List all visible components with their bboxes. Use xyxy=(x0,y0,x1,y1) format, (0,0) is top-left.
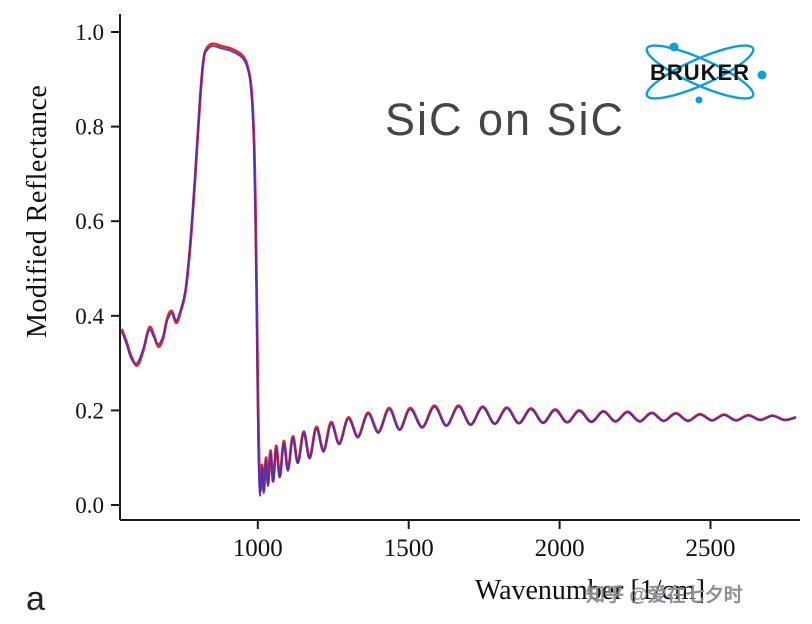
orbit-dot xyxy=(695,96,703,104)
bruker-logo-text: BRUKER xyxy=(649,60,751,85)
chart-title: SiC on SiC xyxy=(384,94,626,145)
bruker-logo: BRUKER xyxy=(622,30,778,110)
x-tick-label: 2000 xyxy=(535,535,585,562)
x-tick-label: 2500 xyxy=(685,535,735,562)
y-tick-label: 0.8 xyxy=(75,115,104,140)
orbit-dot xyxy=(757,70,767,80)
y-tick-label: 0.6 xyxy=(75,209,104,234)
y-tick-label: 0.2 xyxy=(75,398,104,423)
y-tick-label: 0.0 xyxy=(75,493,104,518)
x-tick-label: 1500 xyxy=(384,535,434,562)
x-axis-title: Wavenumber [1/cm] xyxy=(474,575,706,606)
y-axis-title: Modified Reflectance xyxy=(22,84,53,338)
bruker-logo-orbits xyxy=(645,42,767,104)
spectrum-blue-curve xyxy=(121,45,796,497)
y-tick-label: 0.4 xyxy=(75,304,104,329)
x-tick-label: 1000 xyxy=(233,535,283,562)
orbit-dot xyxy=(669,42,679,52)
panel-label: a xyxy=(26,580,45,618)
y-tick-label: 1.0 xyxy=(75,20,104,45)
watermark: 知乎 @爱在七夕时 xyxy=(586,585,743,606)
